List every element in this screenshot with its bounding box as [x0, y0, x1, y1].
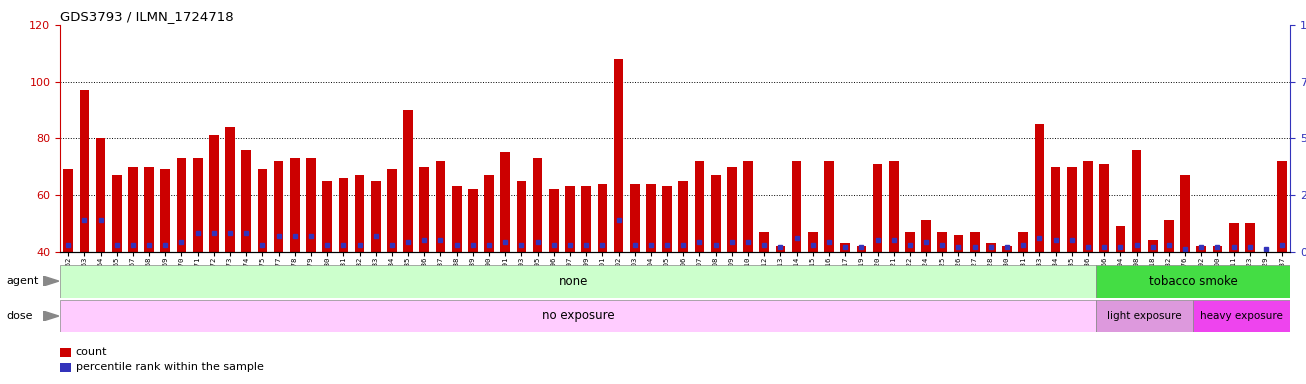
- Bar: [1132, 149, 1141, 252]
- Bar: [485, 175, 494, 252]
- Bar: [290, 158, 299, 252]
- Polygon shape: [43, 276, 59, 286]
- Bar: [500, 152, 511, 252]
- Bar: [355, 175, 364, 252]
- Bar: [598, 184, 607, 252]
- Text: tobacco smoke: tobacco smoke: [1149, 275, 1238, 288]
- Bar: [921, 220, 931, 252]
- Bar: [662, 186, 673, 252]
- Bar: [1164, 220, 1174, 252]
- Bar: [468, 189, 478, 252]
- Bar: [225, 127, 235, 252]
- Bar: [970, 232, 980, 252]
- Bar: [1262, 252, 1271, 305]
- Bar: [695, 161, 704, 252]
- Bar: [629, 184, 640, 252]
- Bar: [144, 167, 154, 252]
- Bar: [905, 232, 914, 252]
- Bar: [743, 161, 752, 252]
- Bar: [1067, 167, 1076, 252]
- Bar: [257, 169, 268, 252]
- Bar: [1194, 300, 1290, 332]
- Bar: [1083, 161, 1093, 252]
- Text: dose: dose: [7, 311, 33, 321]
- Bar: [1096, 300, 1194, 332]
- Bar: [938, 232, 947, 252]
- Bar: [1277, 161, 1288, 252]
- Bar: [1019, 232, 1028, 252]
- Bar: [986, 243, 995, 252]
- Bar: [776, 246, 785, 252]
- Bar: [1051, 167, 1060, 252]
- Bar: [193, 158, 202, 252]
- Bar: [791, 161, 802, 252]
- Bar: [1034, 124, 1045, 252]
- Bar: [60, 265, 1096, 298]
- Bar: [112, 175, 121, 252]
- Bar: [338, 178, 349, 252]
- Bar: [517, 181, 526, 252]
- Bar: [678, 181, 688, 252]
- Bar: [128, 167, 137, 252]
- Bar: [808, 232, 818, 252]
- Bar: [840, 243, 850, 252]
- Bar: [1245, 223, 1255, 252]
- Bar: [710, 175, 721, 252]
- Text: heavy exposure: heavy exposure: [1200, 311, 1284, 321]
- Bar: [1096, 265, 1290, 298]
- Bar: [1213, 246, 1222, 252]
- Bar: [1181, 175, 1190, 252]
- Text: agent: agent: [7, 276, 39, 286]
- Text: no exposure: no exposure: [542, 310, 614, 322]
- Bar: [242, 149, 251, 252]
- Bar: [60, 300, 1096, 332]
- Bar: [759, 232, 769, 252]
- Bar: [857, 246, 866, 252]
- Bar: [533, 158, 542, 252]
- Bar: [176, 158, 187, 252]
- Bar: [161, 169, 170, 252]
- Bar: [1196, 246, 1207, 252]
- Bar: [371, 181, 380, 252]
- Bar: [306, 158, 316, 252]
- Text: none: none: [559, 275, 589, 288]
- Bar: [581, 186, 592, 252]
- Bar: [1002, 246, 1012, 252]
- Bar: [614, 59, 623, 252]
- Bar: [387, 169, 397, 252]
- Text: light exposure: light exposure: [1107, 311, 1182, 321]
- Bar: [404, 110, 413, 252]
- Bar: [889, 161, 899, 252]
- Polygon shape: [43, 311, 59, 321]
- Bar: [80, 90, 89, 252]
- Bar: [63, 169, 73, 252]
- Bar: [727, 167, 737, 252]
- Bar: [646, 184, 656, 252]
- Bar: [95, 138, 106, 252]
- Bar: [323, 181, 332, 252]
- Bar: [1229, 223, 1238, 252]
- Bar: [419, 167, 430, 252]
- Bar: [452, 186, 461, 252]
- Bar: [209, 136, 218, 252]
- Bar: [824, 161, 833, 252]
- Bar: [565, 186, 575, 252]
- Bar: [274, 161, 283, 252]
- Text: count: count: [76, 347, 107, 357]
- Bar: [1115, 226, 1126, 252]
- Bar: [436, 161, 445, 252]
- Bar: [549, 189, 559, 252]
- Text: GDS3793 / ILMN_1724718: GDS3793 / ILMN_1724718: [60, 10, 234, 23]
- Text: percentile rank within the sample: percentile rank within the sample: [76, 362, 264, 372]
- Bar: [872, 164, 883, 252]
- Bar: [1148, 240, 1157, 252]
- Bar: [1100, 164, 1109, 252]
- Bar: [953, 235, 964, 252]
